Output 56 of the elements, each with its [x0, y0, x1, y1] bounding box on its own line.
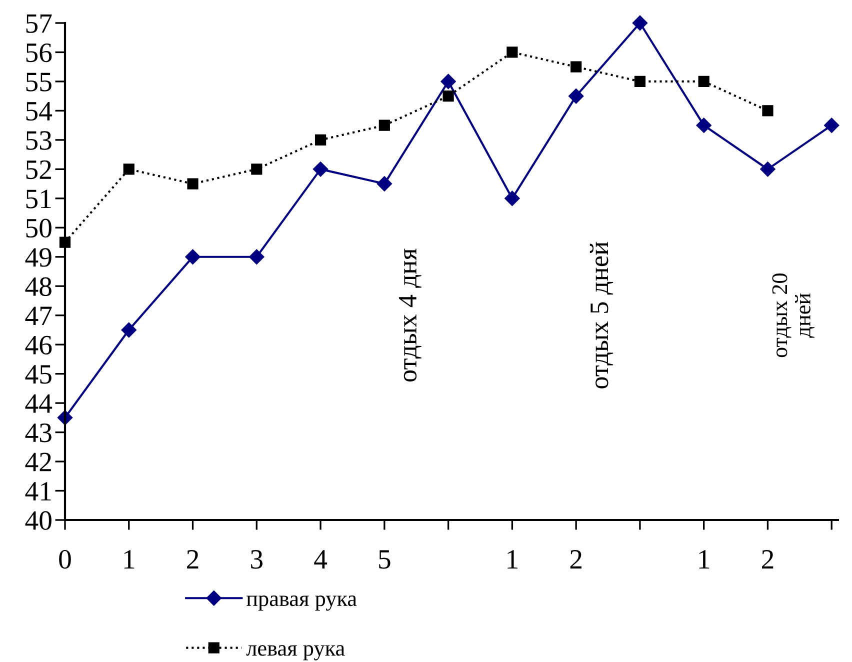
- y-tick-label: 55: [26, 72, 52, 92]
- point: [187, 178, 198, 190]
- x-tick-label: 3: [251, 550, 263, 569]
- point: [376, 176, 392, 192]
- point: [312, 162, 328, 177]
- y-tick-label: 49: [25, 248, 52, 267]
- y-tick-label: 42: [25, 452, 51, 472]
- legend-label: левая рука: [246, 645, 345, 660]
- x-tick-label: 2: [570, 550, 582, 568]
- y-tick-label: 56: [26, 43, 52, 62]
- point: [568, 88, 584, 104]
- x-tick-label: 2: [187, 550, 198, 568]
- point: [504, 190, 520, 206]
- y-tick-label: 54: [26, 102, 52, 121]
- y-tick-label: 47: [25, 306, 52, 325]
- x-tick-label: 4: [314, 550, 328, 568]
- x-tick-label: 1: [124, 550, 134, 568]
- point: [440, 74, 456, 90]
- point: [634, 76, 646, 88]
- y-tick-label: 53: [26, 131, 52, 150]
- point: [123, 164, 134, 175]
- y-tick-label: 46: [25, 336, 52, 354]
- x-tick-label: 1: [699, 550, 710, 568]
- point: [378, 120, 390, 131]
- point: [760, 162, 776, 177]
- annotation: отдых 4 дня: [398, 248, 422, 382]
- point: [698, 76, 710, 88]
- point: [696, 118, 712, 133]
- point: [442, 90, 454, 102]
- x-tick-label: 5: [379, 550, 390, 569]
- point: [762, 105, 774, 116]
- y-tick-label: 45: [25, 365, 52, 384]
- annotation: отдых 20 дней: [772, 274, 815, 358]
- y-tick-label: 43: [25, 424, 52, 442]
- y-tick-label: 41: [25, 482, 51, 500]
- y-tick-label: 51: [26, 190, 51, 208]
- y-tick-label: 52: [26, 160, 51, 180]
- y-tick-label: 40: [25, 511, 52, 530]
- point: [121, 322, 136, 338]
- point: [249, 249, 264, 264]
- point: [185, 249, 200, 264]
- point: [824, 118, 840, 133]
- y-tick-label: 44: [25, 394, 52, 413]
- y-tick-label: 50: [26, 218, 52, 238]
- x-tick-label: 0: [59, 550, 71, 569]
- point: [314, 134, 326, 146]
- x-tick-label: 1: [508, 550, 518, 568]
- y-tick-label: 48: [25, 277, 52, 296]
- x-tick-label: 2: [762, 550, 774, 568]
- point: [570, 61, 582, 72]
- point: [251, 164, 262, 175]
- annotation: отдых 5 дней: [590, 242, 614, 388]
- y-tick-label: 57: [26, 14, 52, 33]
- legend-label: правая рука: [246, 595, 357, 611]
- point: [632, 15, 648, 31]
- point: [506, 46, 518, 58]
